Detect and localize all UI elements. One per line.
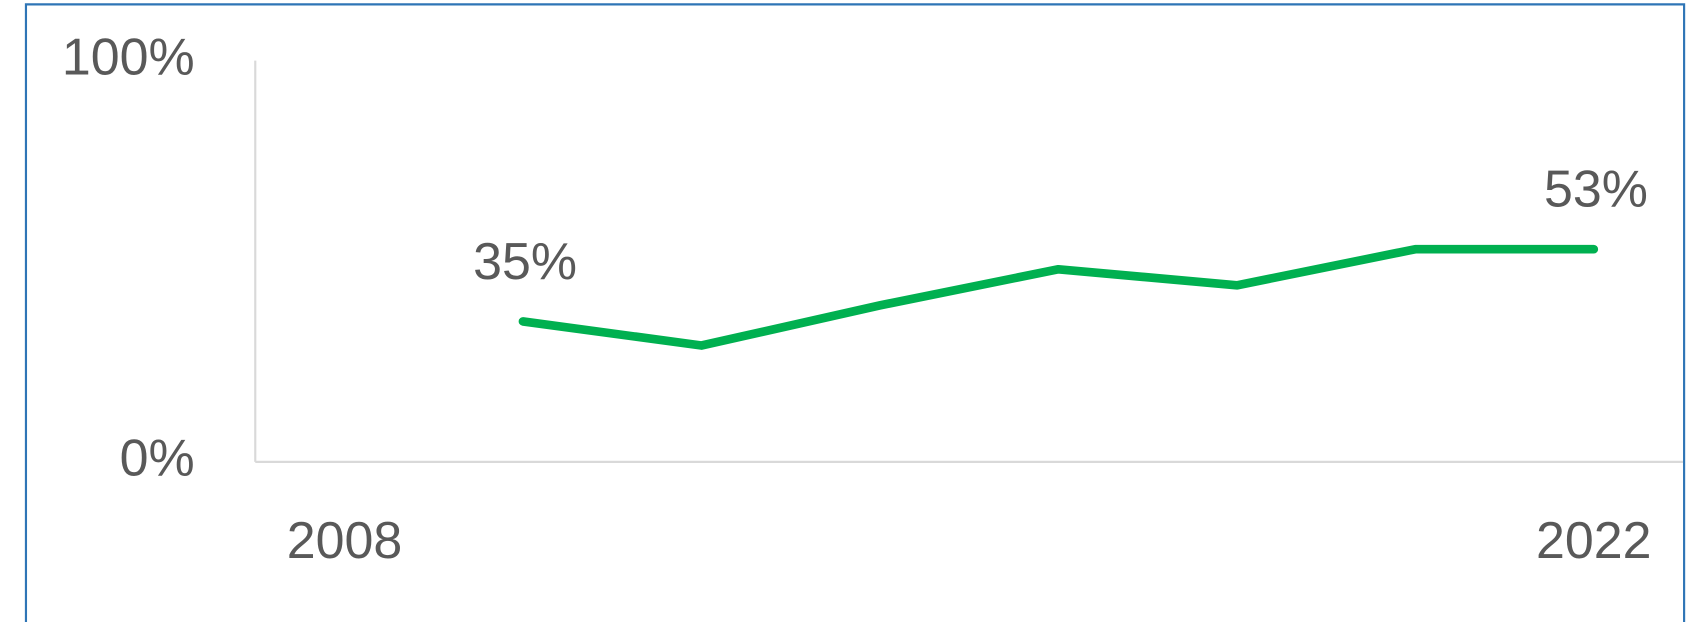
data-label: 53% <box>1544 161 1648 219</box>
y-tick-label: 100% <box>62 28 195 86</box>
x-tick-label: 2022 <box>1536 512 1651 570</box>
y-tick-label: 0% <box>120 430 195 488</box>
line <box>518 244 1599 350</box>
frame <box>24 3 1686 622</box>
data-label: 35% <box>473 233 577 291</box>
x-tick-label: 2008 <box>287 512 402 570</box>
